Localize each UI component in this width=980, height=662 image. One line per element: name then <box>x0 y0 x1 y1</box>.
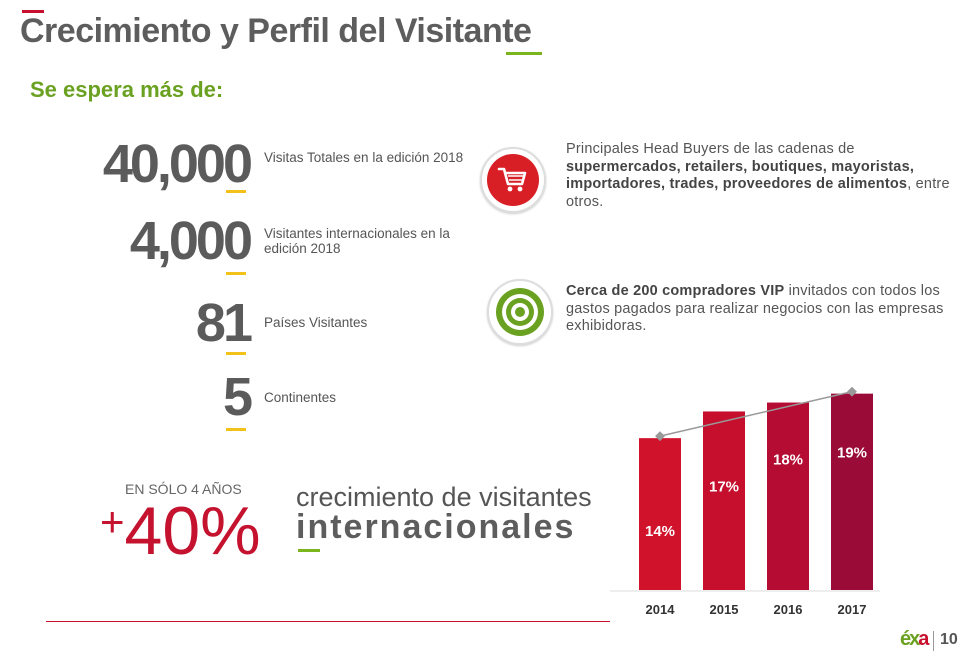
bar-label-2016: 18% <box>773 452 803 469</box>
target-icon <box>496 288 544 336</box>
bar-label-2014: 14% <box>645 523 675 540</box>
bar-2015 <box>703 411 745 590</box>
logo-separator <box>933 631 934 651</box>
stat-international-visitors-label: Visitantes internacionales en la edición… <box>264 226 450 256</box>
bar-2016 <box>767 402 809 590</box>
x-tick-2017: 2017 <box>838 602 867 617</box>
x-tick-2014: 2014 <box>646 602 676 617</box>
x-tick-2015: 2015 <box>710 602 739 617</box>
stat-countries-bar <box>226 352 246 355</box>
footer-divider <box>46 621 610 622</box>
stat-international-visitors-value: 4,000 <box>129 211 253 271</box>
stat-countries-value: 81 <box>195 293 253 353</box>
shopping-cart-icon <box>497 167 527 192</box>
x-tick-2016: 2016 <box>774 602 803 617</box>
growth-underline <box>298 549 320 552</box>
trend-line <box>659 390 853 437</box>
page-subtitle: Se espera más de: <box>30 77 224 102</box>
title-underline <box>506 52 542 55</box>
buyers-description: Principales Head Buyers de las cadenas d… <box>566 141 950 210</box>
logo-mark: éxa <box>900 628 929 650</box>
logo-anniversary: 10 <box>940 631 958 648</box>
page-title: Crecimiento y Perfil del Visitante <box>20 12 532 50</box>
vip-description: Cerca de 200 compradores VIP invitados c… <box>566 283 944 334</box>
stat-countries-label: Países Visitantes <box>264 315 368 330</box>
stat-continents-label: Continentes <box>264 390 337 405</box>
growth-percentage: +40% <box>100 493 261 569</box>
bar-label-2017: 19% <box>837 445 867 462</box>
bar-2014 <box>639 438 681 590</box>
bar-2017 <box>831 393 873 590</box>
stat-continents-value: 5 <box>222 367 253 427</box>
stat-total-visits-value: 40,000 <box>102 134 253 194</box>
trend-marker-start <box>655 431 665 442</box>
growth-text-line-1: crecimiento de visitantes <box>296 482 592 512</box>
bar-label-2015: 17% <box>709 478 739 495</box>
growth-caption: EN SÓLO 4 AÑOS <box>125 481 242 497</box>
stat-total-visits-bar <box>226 190 246 193</box>
vip-icon-badge <box>487 279 553 345</box>
stat-continents-bar <box>226 428 246 431</box>
buyers-icon-badge <box>480 147 546 213</box>
trend-marker-end <box>847 386 857 397</box>
stat-total-visits-label: Visitas Totales en la edición 2018 <box>264 150 464 165</box>
growth-text-line-2: internacionales <box>296 508 576 546</box>
title-accent-bar <box>22 10 44 13</box>
growth-bar-chart: 14% 2014 17% 2015 18% 2016 19% 2017 <box>610 386 880 617</box>
company-logo: éxa 10 <box>900 628 972 654</box>
stat-international-visitors-bar <box>226 272 246 275</box>
